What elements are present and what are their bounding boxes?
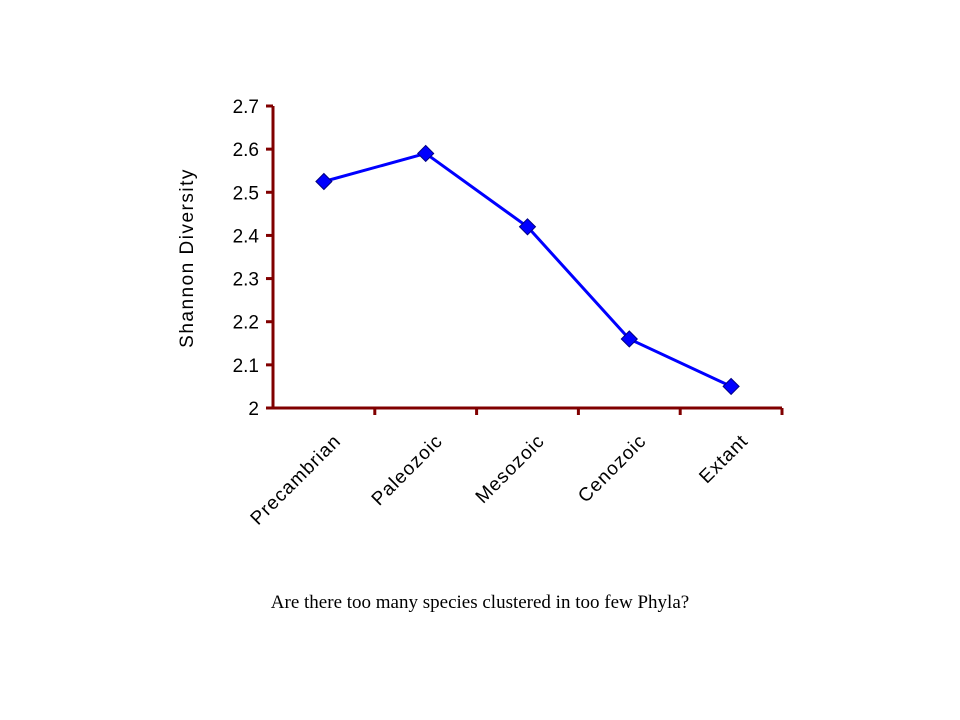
y-axis-title: Shannon Diversity <box>177 168 198 348</box>
data-point-marker <box>416 144 435 163</box>
y-tick-label: 2.6 <box>233 140 259 161</box>
x-category-label: Precambrian <box>247 431 346 530</box>
y-tick-label: 2.4 <box>233 226 260 247</box>
data-point-marker <box>722 377 740 396</box>
y-tick-label: 2.7 <box>233 97 259 118</box>
chart-axes <box>271 106 782 410</box>
x-category-label: Paleozoic <box>368 431 447 510</box>
x-category-label: Extant <box>695 431 752 488</box>
x-category-label: Cenozoic <box>574 431 651 508</box>
y-tick-label: 2.5 <box>233 183 259 204</box>
data-point-marker <box>315 172 333 191</box>
y-tick-label: 2.3 <box>233 270 259 291</box>
series-line <box>323 151 732 388</box>
data-point-marker <box>518 218 537 236</box>
caption-text: Are there too many species clustered in … <box>270 592 690 613</box>
chart-series <box>315 144 740 396</box>
y-tick-label: 2 <box>248 399 259 420</box>
y-tick-label: 2.2 <box>233 313 259 334</box>
y-tick-label: 2.1 <box>233 356 259 377</box>
data-point-marker <box>620 330 639 348</box>
chart-ticks <box>266 104 784 415</box>
x-category-label: Mesozoic <box>472 431 549 508</box>
chart-tick-labels: 2 2.1 2.2 2.3 2.4 2.5 2.6 2.7 Precambrian Paleozo… <box>233 97 753 529</box>
